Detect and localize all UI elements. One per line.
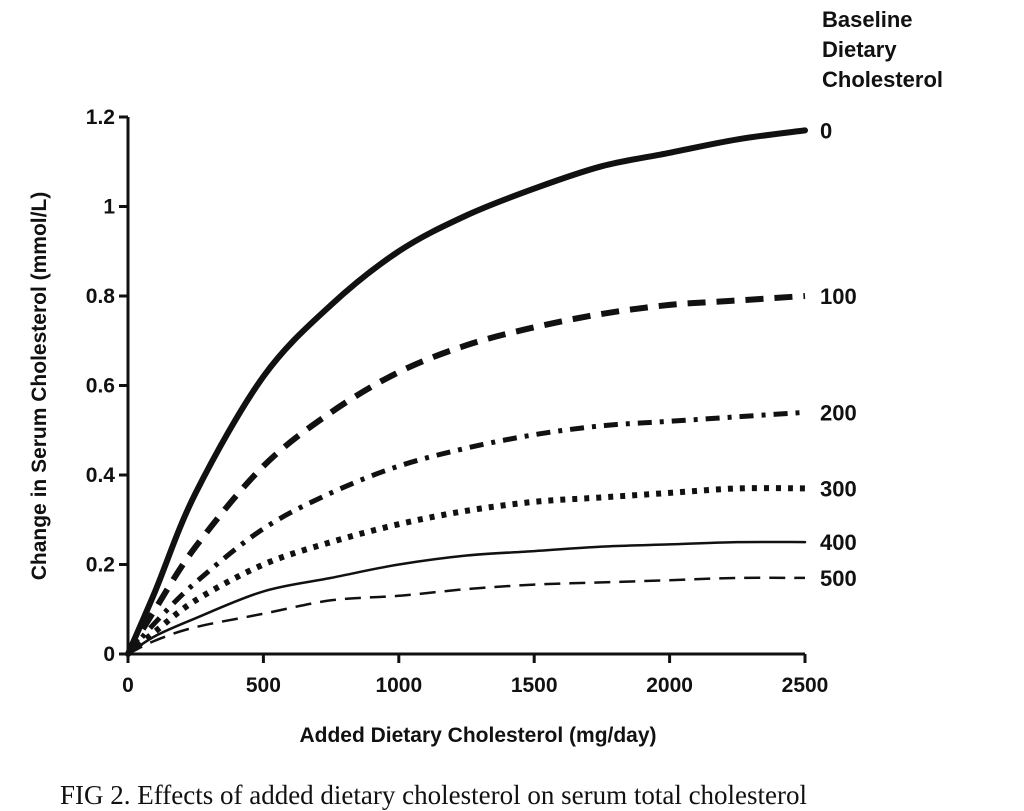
series-line-300	[126, 485, 806, 657]
y-tick-label: 0.4	[86, 464, 116, 487]
x-tick-label: 2500	[782, 674, 829, 697]
axes: 0 500 1000 1500 2000 2500 0 0.2 0.4 0.6 0.8 1 1.2	[86, 106, 829, 697]
legend-title-line-3: Cholesterol	[822, 67, 943, 92]
x-tick-label: 2000	[646, 674, 693, 697]
series-label-300: 300	[820, 476, 857, 501]
x-axis-title: Added Dietary Cholesterol (mg/day)	[299, 724, 656, 747]
series-label-100: 100	[820, 284, 857, 309]
series-line-400	[126, 540, 807, 656]
series-label-0: 0	[820, 118, 832, 143]
series-label-200: 200	[820, 400, 857, 425]
series-label-500: 500	[820, 566, 857, 591]
x-tick-label: 0	[122, 674, 134, 697]
y-tick-label: 1.2	[86, 106, 115, 129]
figure-caption: FIG 2. Effects of added dietary choleste…	[60, 780, 808, 810]
y-tick-label: 1	[103, 196, 115, 219]
series-line-100	[125, 293, 806, 656]
y-tick-label: 0.8	[86, 285, 116, 308]
series-lines	[125, 127, 808, 657]
y-tick-label: 0	[103, 643, 115, 666]
legend-title-line-2: Dietary	[822, 37, 897, 62]
series-line-0	[125, 127, 808, 657]
y-axis-title: Change in Serum Cholesterol (mmol/L)	[28, 192, 51, 581]
series-line-500	[127, 576, 806, 656]
x-tick-label: 1000	[375, 674, 422, 697]
y-tick-label: 0.2	[86, 554, 115, 577]
x-tick-label: 500	[246, 674, 281, 697]
legend-title-line-1: Baseline	[822, 7, 913, 32]
series-label-400: 400	[820, 530, 857, 555]
series-labels: 0 100 200 300 400 500	[820, 118, 857, 591]
series-line-200	[126, 409, 806, 656]
x-tick-label: 1500	[511, 674, 558, 697]
y-tick-label: 0.6	[86, 375, 115, 398]
